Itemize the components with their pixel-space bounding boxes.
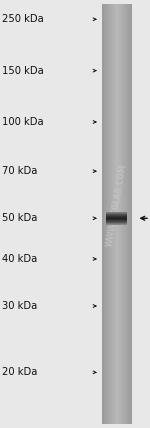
Text: 20 kDa: 20 kDa [2, 367, 37, 377]
Bar [117, 4, 118, 424]
Bar [127, 4, 128, 424]
Bar [107, 4, 108, 424]
Bar [112, 4, 113, 424]
Bar [116, 4, 117, 424]
Bar [124, 4, 125, 424]
Text: 40 kDa: 40 kDa [2, 254, 37, 264]
Bar [128, 4, 129, 424]
Bar [122, 4, 123, 424]
Bar [129, 4, 130, 424]
Bar [111, 4, 112, 424]
Text: 70 kDa: 70 kDa [2, 166, 37, 176]
Bar [106, 218, 127, 219]
Text: 250 kDa: 250 kDa [2, 14, 43, 24]
Bar [106, 4, 107, 424]
Text: 50 kDa: 50 kDa [2, 213, 37, 223]
Text: 150 kDa: 150 kDa [2, 65, 43, 76]
Bar [118, 4, 119, 424]
Bar [130, 4, 131, 424]
Bar [121, 4, 122, 424]
Bar [120, 4, 121, 424]
Bar [106, 212, 127, 213]
Bar [106, 219, 127, 220]
Bar [106, 217, 127, 218]
Bar [131, 4, 132, 424]
Text: 100 kDa: 100 kDa [2, 117, 43, 127]
Bar [102, 4, 103, 424]
Bar [123, 4, 124, 424]
Text: 30 kDa: 30 kDa [2, 301, 37, 311]
Bar [110, 4, 111, 424]
Bar [109, 4, 110, 424]
Bar [115, 4, 116, 424]
Bar [106, 224, 127, 225]
Bar [113, 4, 114, 424]
Text: WWW.PTGLAB.COM: WWW.PTGLAB.COM [105, 163, 128, 247]
Bar [119, 4, 120, 424]
Bar [126, 4, 127, 424]
Bar [103, 4, 104, 424]
Bar [106, 215, 127, 216]
Bar [104, 4, 105, 424]
Bar [106, 213, 127, 214]
Bar [105, 4, 106, 424]
Bar [114, 4, 115, 424]
Bar [125, 4, 126, 424]
Bar [103, 4, 104, 424]
Bar [108, 4, 109, 424]
Bar [106, 223, 127, 224]
